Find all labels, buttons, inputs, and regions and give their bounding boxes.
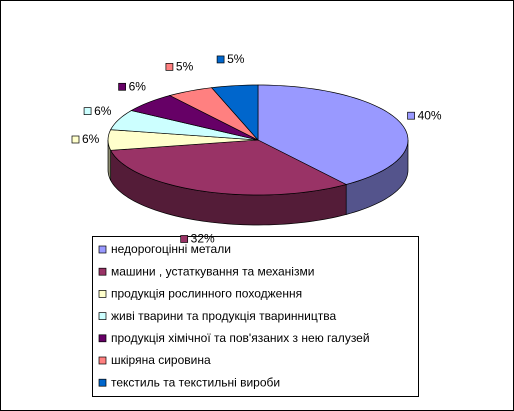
legend-swatch xyxy=(98,267,107,276)
pie-slice xyxy=(210,84,259,141)
legend-swatch xyxy=(98,312,107,320)
legend-swatch xyxy=(98,356,107,365)
legend-label: продукція хімічної та пов'язаних з нею г… xyxy=(111,331,370,345)
data-label-swatch xyxy=(83,107,92,116)
data-label-swatch xyxy=(216,55,225,64)
data-label: 5% xyxy=(227,52,245,66)
data-label: 6% xyxy=(82,132,100,146)
legend-label: живі тварини та продукція тваринництва xyxy=(111,309,336,323)
data-label-swatch xyxy=(180,235,189,243)
data-label-swatch xyxy=(407,111,415,120)
data-label: 5% xyxy=(176,60,194,74)
data-label: 6% xyxy=(94,104,112,118)
pie-slice xyxy=(110,110,259,141)
legend-label: шкіряна сировина xyxy=(111,353,211,367)
pie-slice xyxy=(130,95,259,141)
legend-label: недорогоцінні метали xyxy=(111,242,231,256)
data-label-swatch xyxy=(165,63,174,71)
legend-swatch xyxy=(98,334,107,343)
legend-swatch xyxy=(98,378,107,387)
legend-swatch xyxy=(98,290,107,298)
legend-label: продукція рослинного походження xyxy=(111,287,302,301)
legend-swatch xyxy=(98,245,107,254)
data-label: 40% xyxy=(418,108,442,122)
data-label-swatch xyxy=(118,82,126,91)
pie-slice xyxy=(257,84,409,185)
pie-tops xyxy=(107,84,409,196)
data-label: 6% xyxy=(129,79,147,93)
pie-slice xyxy=(110,139,348,196)
legend-label: текстиль та текстильні вироби xyxy=(111,375,280,389)
pie-slice xyxy=(168,87,259,141)
data-label: 32% xyxy=(191,232,215,246)
pie-slice xyxy=(107,129,259,151)
data-label-swatch xyxy=(71,135,80,144)
legend-box xyxy=(92,236,419,397)
legend-label: машини , устаткування та механізми xyxy=(111,264,314,278)
